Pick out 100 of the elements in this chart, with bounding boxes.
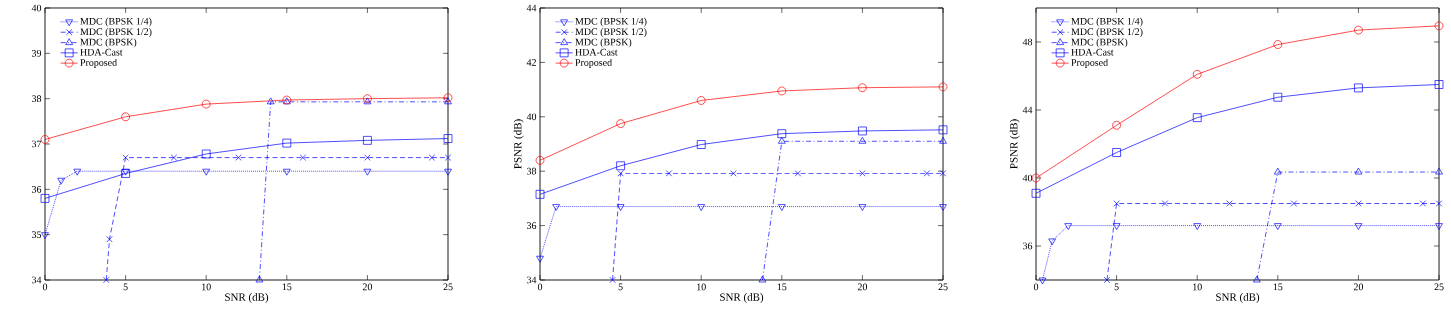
point <box>57 177 65 185</box>
point <box>444 168 452 176</box>
y-tick-label: 44 <box>526 4 537 12</box>
point <box>283 168 291 176</box>
y-tick-label: 34 <box>32 276 42 284</box>
legend-label: Proposed <box>80 58 117 68</box>
point <box>444 97 452 105</box>
point <box>235 154 242 161</box>
point <box>255 275 264 283</box>
y-tick-label: 37 <box>32 140 42 148</box>
point <box>122 154 129 161</box>
point <box>1354 25 1363 35</box>
point <box>777 129 787 138</box>
x-tick-label: 15 <box>282 283 292 291</box>
point <box>794 170 802 177</box>
y-axis-title: PSNR (dB) <box>513 119 524 169</box>
point <box>552 204 560 211</box>
x-tick-label: 0 <box>42 283 48 291</box>
x-tick-label: 15 <box>1273 283 1283 291</box>
point <box>939 204 947 211</box>
x-tick-label: 25 <box>938 283 948 291</box>
y-tick-label: 44 <box>1022 106 1033 114</box>
legend-label: MDC (BPSK 1/2) <box>1071 28 1143 38</box>
point <box>777 86 787 96</box>
point <box>536 255 544 263</box>
x-tick-label: 10 <box>1193 283 1202 291</box>
legend-label: MDC (BPSK) <box>575 38 632 48</box>
point <box>1290 200 1298 207</box>
point <box>938 125 948 135</box>
x-tick-label: 25 <box>443 283 453 291</box>
y-tick-label: 42 <box>526 59 536 66</box>
point <box>697 204 706 211</box>
point <box>202 168 211 176</box>
y-tick-label: 36 <box>527 222 537 229</box>
point <box>1031 188 1041 198</box>
point <box>1419 200 1427 207</box>
point <box>299 154 307 161</box>
point <box>444 154 452 161</box>
point <box>363 168 372 176</box>
point <box>616 161 625 171</box>
legend-label: MDC (BPSK 1/4) <box>80 17 152 27</box>
y-tick-label: 40 <box>526 113 537 121</box>
point <box>1434 80 1444 89</box>
point <box>1434 21 1444 31</box>
point <box>1113 200 1120 207</box>
point <box>858 136 867 144</box>
point <box>616 119 625 128</box>
point <box>1112 120 1121 130</box>
x-axis-title: SNR (dB) <box>225 293 269 304</box>
point <box>1103 276 1111 284</box>
point <box>1031 173 1041 183</box>
x-tick-label: 20 <box>1353 283 1364 291</box>
point <box>201 149 211 159</box>
y-tick-label: 40 <box>1022 174 1033 182</box>
point <box>443 134 453 143</box>
point <box>40 194 50 203</box>
point <box>201 99 211 109</box>
y-tick-label: 39 <box>32 49 42 57</box>
x-axis-title: SNR (dB) <box>720 293 764 304</box>
x-axis-title: SNR (dB) <box>1216 293 1260 304</box>
x-tick-label: 5 <box>1114 283 1119 291</box>
x-tick-label: 10 <box>202 283 211 291</box>
x-tick-label: 15 <box>777 283 787 291</box>
point <box>730 170 737 177</box>
point <box>617 170 624 177</box>
legend-label: Proposed <box>575 58 612 68</box>
point <box>1273 92 1283 102</box>
point <box>1274 167 1282 175</box>
point <box>696 140 706 149</box>
point <box>1048 238 1056 246</box>
point <box>665 170 673 177</box>
point <box>616 204 625 211</box>
point <box>938 82 948 92</box>
point <box>758 275 767 283</box>
legend-label: MDC (BPSK) <box>80 38 137 48</box>
y-tick-label: 34 <box>527 276 537 284</box>
point <box>939 136 947 144</box>
y-axis-title: PSNR (dB) <box>1009 119 1020 169</box>
point <box>1435 200 1443 207</box>
point <box>364 154 371 161</box>
legend-label: Proposed <box>1071 58 1108 68</box>
point <box>1355 200 1362 207</box>
legend-label: MDC (BPSK 1/2) <box>575 28 647 38</box>
point <box>535 155 545 165</box>
point <box>778 136 786 144</box>
point <box>696 96 706 105</box>
point <box>939 170 947 177</box>
point <box>1274 223 1282 230</box>
point <box>778 204 786 211</box>
point <box>106 236 113 243</box>
point <box>859 170 866 177</box>
point <box>1435 223 1443 230</box>
point <box>103 276 110 284</box>
point <box>923 170 931 177</box>
point <box>363 136 372 145</box>
point <box>858 126 867 136</box>
point <box>1253 275 1261 283</box>
point <box>1112 223 1121 230</box>
point <box>609 276 616 284</box>
y-tick-label: 36 <box>1023 242 1033 250</box>
